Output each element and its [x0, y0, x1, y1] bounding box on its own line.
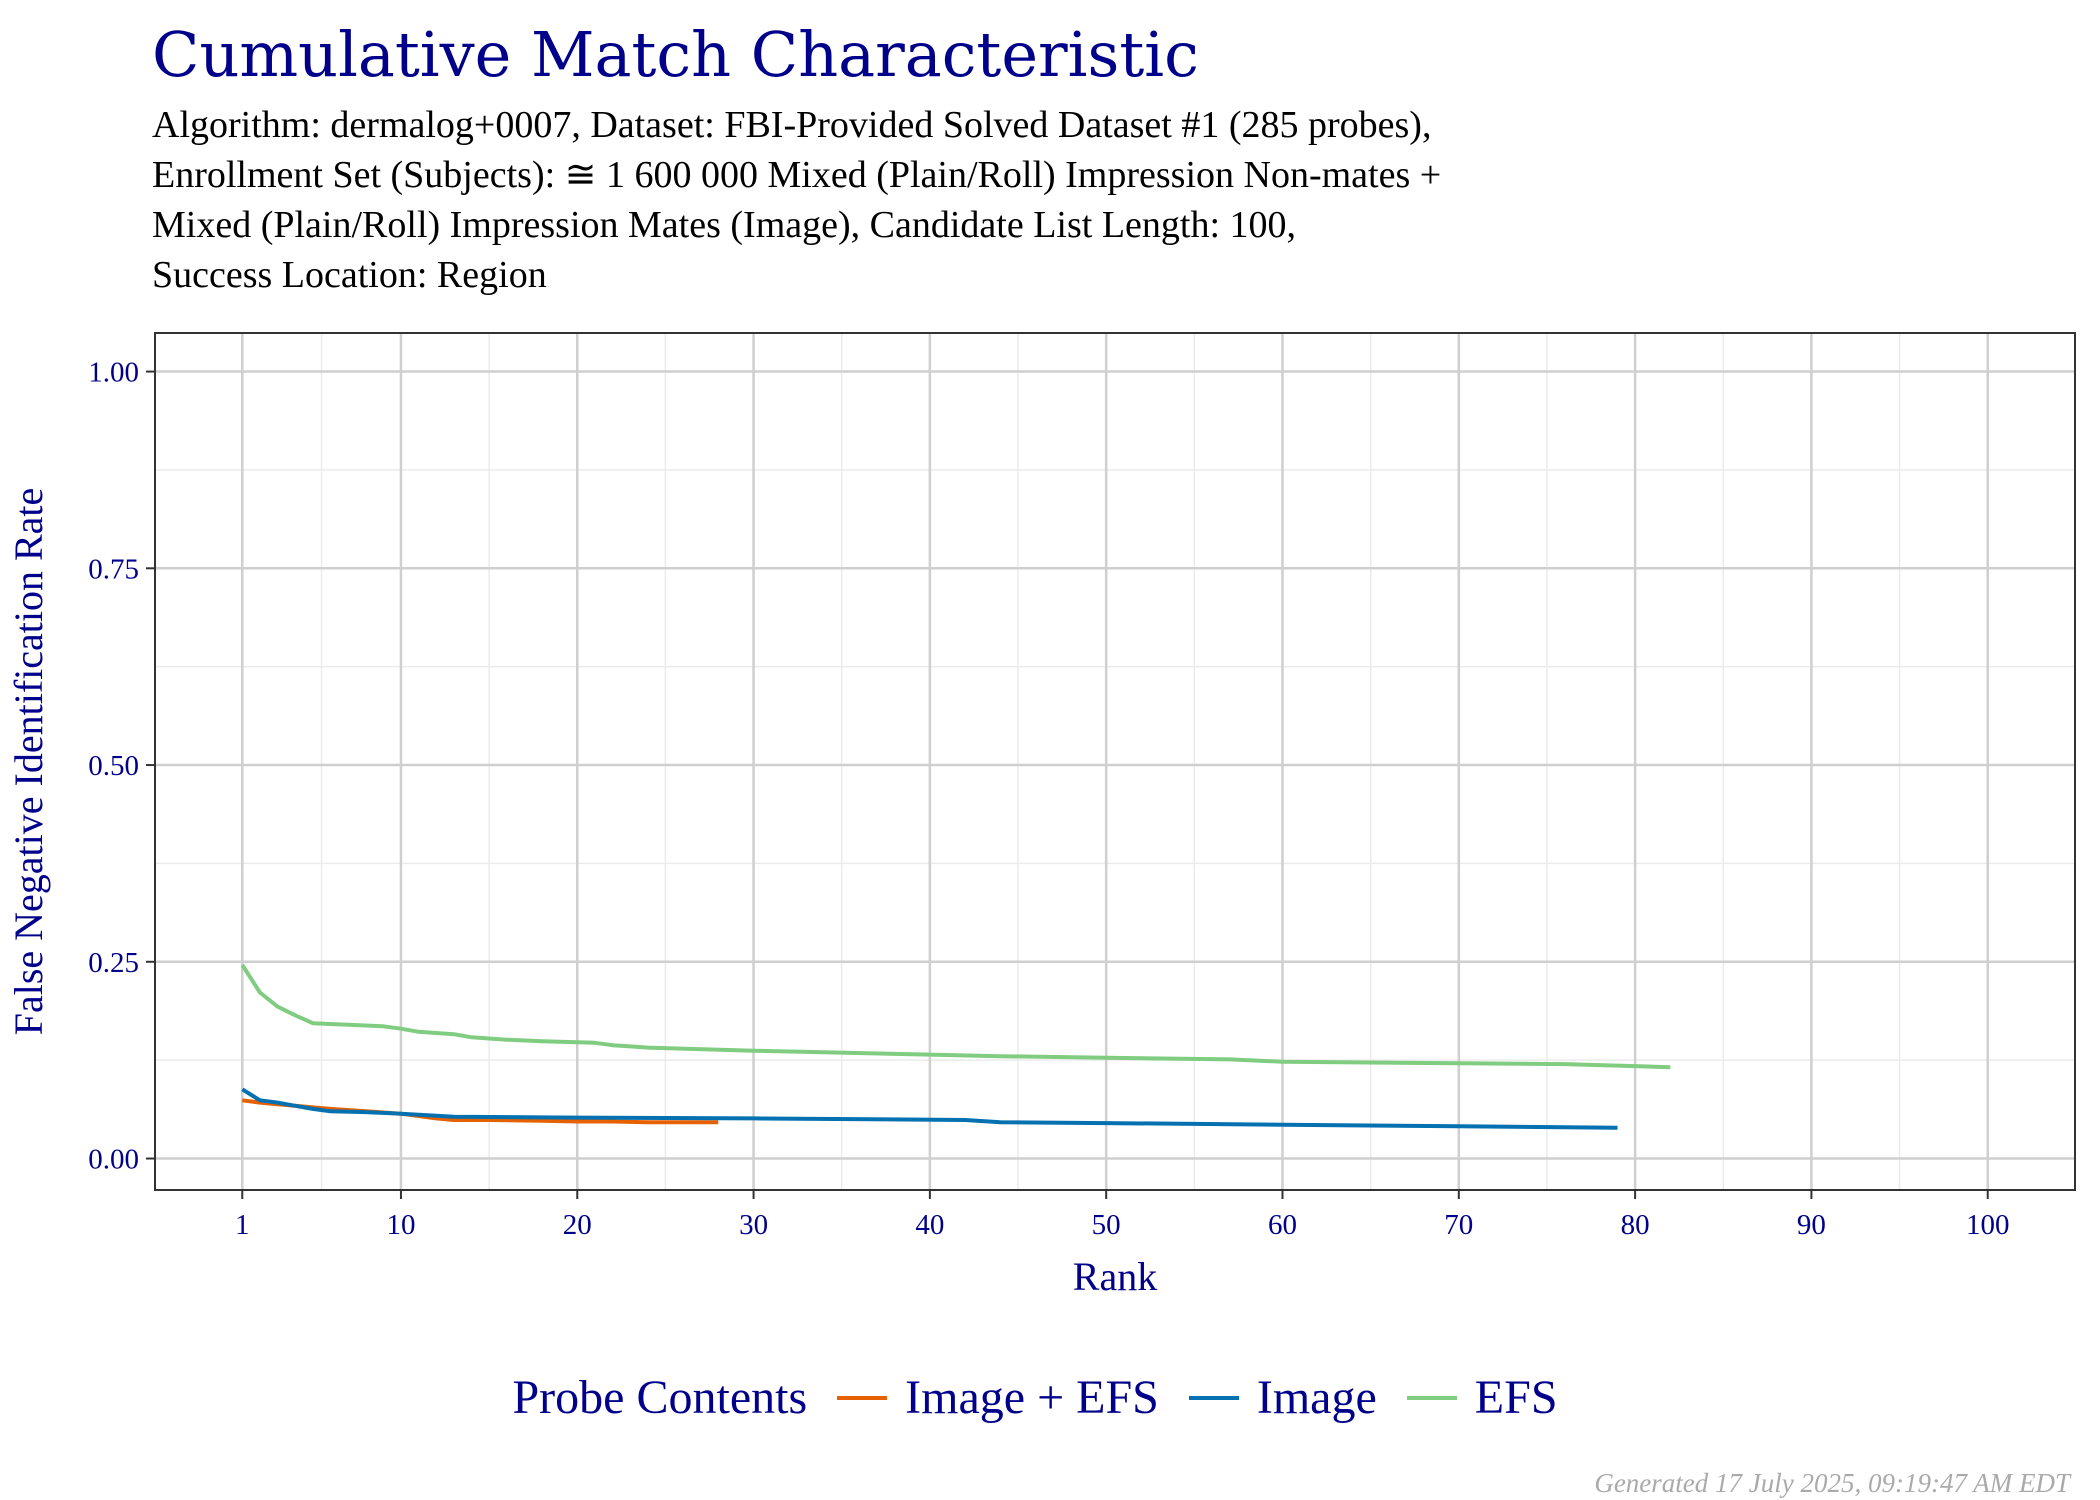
legend-item-image: Image: [1188, 1370, 1377, 1425]
x-tick-label: 80: [1621, 1209, 1650, 1241]
series-line-image: [241, 1087, 1618, 1130]
generated-timestamp: Generated 17 July 2025, 09:19:47 AM EDT: [1594, 1468, 2070, 1498]
y-tick-label: 0.25: [88, 947, 139, 979]
plot-border: [154, 332, 2076, 1191]
legend-item-efs: EFS: [1406, 1370, 1558, 1425]
subtitle-line: Enrollment Set (Subjects): ≅ 1 600 000 M…: [152, 154, 1442, 196]
x-tick-label: 10: [386, 1209, 415, 1241]
legend-label-image-efs: Image + EFS: [905, 1371, 1159, 1424]
x-tick-label: 90: [1797, 1209, 1826, 1241]
legend-key-efs: [1406, 1395, 1457, 1400]
cmc-chart: 1 10 20 30 40 50 60 70 80 90 100 0.00 0.25 0.50 0.75 1.…: [6, 332, 2076, 1299]
legend-key-image-efs: [837, 1395, 888, 1400]
legend-key-image: [1188, 1395, 1239, 1400]
series-line-efs: [240, 963, 1671, 1070]
chart-subtitle: Algorithm: dermalog+0007, Dataset: FBI-P…: [152, 100, 1441, 300]
legend-label-efs: EFS: [1474, 1371, 1558, 1424]
y-tick-label: 1.00: [88, 357, 139, 389]
subtitle-line: Mixed (Plain/Roll) Impression Mates (Ima…: [152, 204, 1297, 246]
x-tick-label: 20: [563, 1209, 592, 1241]
y-tick-label: 0.00: [88, 1144, 139, 1176]
y-axis-title: False Negative Identification Rate: [6, 488, 51, 1036]
y-tick-label: 0.75: [88, 553, 139, 585]
x-tick-label: 30: [739, 1209, 768, 1241]
legend: Probe Contents Image + EFS Image EFS: [0, 1370, 2100, 1425]
y-tick-label: 0.50: [88, 750, 139, 782]
x-tick-label: 40: [915, 1209, 944, 1241]
x-axis-title: Rank: [1073, 1254, 1157, 1299]
legend-item-image-efs: Image + EFS: [837, 1370, 1159, 1425]
chart-title: Cumulative Match Characteristic: [152, 18, 1199, 91]
x-tick-label: 70: [1444, 1209, 1473, 1241]
x-tick-label: 1: [235, 1209, 250, 1241]
subtitle-line: Algorithm: dermalog+0007, Dataset: FBI-P…: [152, 104, 1432, 146]
x-tick-label: 100: [1966, 1209, 2010, 1241]
subtitle-line: Success Location: Region: [152, 254, 547, 296]
legend-title: Probe Contents: [512, 1371, 808, 1424]
legend-label-image: Image: [1256, 1371, 1377, 1424]
x-tick-label: 50: [1092, 1209, 1121, 1241]
x-tick-label: 60: [1268, 1209, 1297, 1241]
plot-panel: [155, 333, 2075, 1190]
